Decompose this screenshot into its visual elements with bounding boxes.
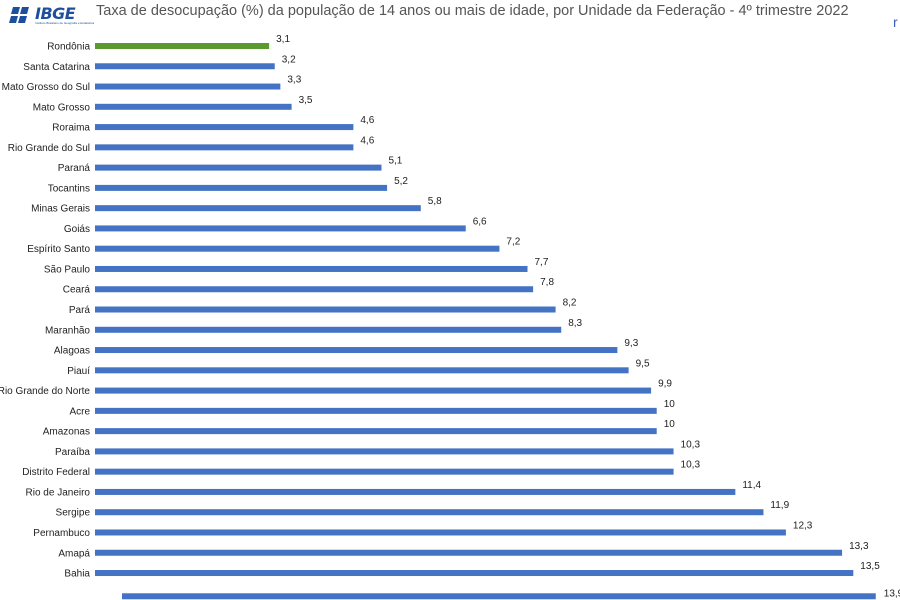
value-label: 10,3 [681,460,701,471]
value-label-partial: 13,9 [884,588,900,599]
bar [95,265,528,272]
value-label: 3,3 [287,75,301,86]
category-label: Acre [69,406,90,417]
bar [95,387,652,394]
category-label: Roraima [52,123,90,134]
category-label: Paraná [58,163,91,174]
category-label: Minas Gerais [31,204,90,215]
bar [95,286,534,293]
bar [95,306,556,313]
value-label: 7,2 [506,237,520,248]
value-label: 13,5 [860,561,880,572]
bar [95,468,674,475]
bar [95,245,500,252]
bar [95,509,764,516]
value-label: 10 [664,419,676,430]
value-label: 5,2 [394,176,408,187]
value-label: 3,1 [276,34,290,45]
bar-chart: Rondônia 3,1 Santa Catarina 3,2 Mato Grosso … [0,34,900,600]
bar [95,83,281,90]
ibge-logo: IBGE Instituto Brasileiro de Geografia e… [9,3,94,27]
category-label: Bahia [64,569,90,580]
bar [95,144,354,151]
category-label: Rio de Janeiro [26,487,91,498]
bar [95,448,674,455]
value-label: 7,8 [540,277,554,288]
value-label: 10,3 [681,439,701,450]
value-label: 9,5 [636,358,650,369]
bar [95,184,388,191]
category-label: Mato Grosso do Sul [2,82,90,93]
category-label: Maranhão [45,325,90,336]
bar [95,549,843,556]
value-label: 3,5 [299,95,313,106]
value-label: 5,1 [388,156,402,167]
chart-title: Taxa de desocupação (%) da população de … [96,3,849,19]
category-label: Santa Catarina [23,62,90,73]
value-label: 13,3 [849,541,869,552]
bar [95,63,275,70]
bar [95,205,421,212]
category-label: Distrito Federal [22,467,90,478]
value-label: 11,4 [742,480,761,491]
value-label: 9,3 [624,338,638,349]
category-label: Espírito Santo [27,244,90,255]
category-label: Sergipe [56,508,91,519]
bar [95,43,270,49]
category-label: Paraíba [55,447,90,458]
category-label: Piauí [67,366,90,377]
value-label: 4,6 [360,115,374,126]
bar [95,428,657,435]
category-label: Rio Grande do Sul [8,143,90,154]
category-label: Amazonas [43,427,90,438]
bar [95,529,786,536]
bar [95,347,618,354]
edge-mark: r [893,14,898,30]
chart-header: IBGE Instituto Brasileiro de Geografia e… [0,0,900,30]
category-label: Ceará [63,285,91,296]
logo-text: IBGE [35,4,76,23]
value-label: 7,7 [535,257,549,268]
value-label: 6,6 [473,216,487,227]
bar [95,225,466,232]
category-label: Rondônia [47,42,90,53]
bar [95,367,629,374]
category-label: São Paulo [44,264,91,275]
bar [95,326,562,333]
value-label: 8,2 [563,298,577,309]
category-label: Tocantins [48,183,90,194]
value-label: 9,9 [658,379,672,390]
category-label: Goiás [64,224,90,235]
bar-partial [122,593,876,600]
category-label: Alagoas [54,346,90,357]
category-label: Amapá [58,548,90,559]
value-label: 10 [664,399,676,410]
category-label: Rio Grande do Norte [0,386,90,397]
category-label: Mato Grosso [33,102,91,113]
bar [95,103,292,110]
value-label: 3,2 [282,54,296,65]
logo-subtitle: Instituto Brasileiro de Geografia e Esta… [35,21,95,25]
value-label: 5,8 [428,196,442,207]
bar [95,124,354,131]
value-label: 4,6 [360,135,374,146]
category-label: Pará [69,305,91,316]
bar [95,570,854,577]
bar [95,164,382,171]
bar [95,407,657,414]
value-label: 8,3 [568,318,582,329]
bar [95,488,736,495]
category-label: Pernambuco [33,528,90,539]
value-label: 12,3 [793,520,813,531]
value-label: 11,9 [770,500,789,511]
ibge-logo-icon [9,7,29,23]
